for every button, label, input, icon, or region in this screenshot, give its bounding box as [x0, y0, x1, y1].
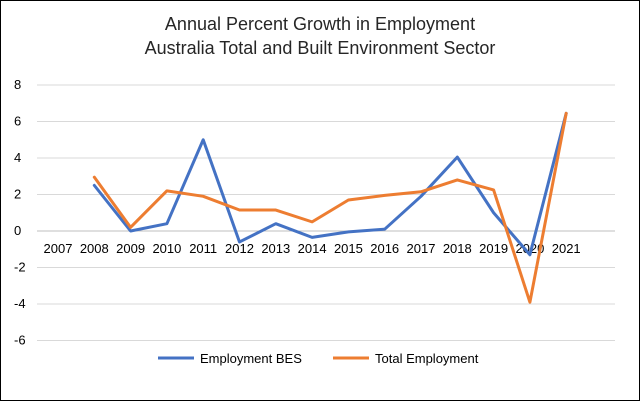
x-tick-label: 2019 — [479, 241, 508, 256]
y-tick-label: 8 — [14, 77, 21, 92]
y-tick-label: -4 — [14, 296, 26, 311]
legend: Employment BES Total Employment — [158, 351, 479, 366]
x-tick-label: 2016 — [370, 241, 399, 256]
y-tick-label: 0 — [14, 223, 21, 238]
series-line-employment-bes — [92, 111, 568, 257]
x-tick-label: 2012 — [225, 241, 254, 256]
y-tick-label: 6 — [14, 114, 21, 129]
chart-title: Annual Percent Growth in Employment — [164, 14, 476, 34]
x-tick-label: 2014 — [298, 241, 327, 256]
x-tick-label: 2007 — [44, 241, 73, 256]
x-tick-label: 2017 — [407, 241, 436, 256]
x-tick-label: 2015 — [334, 241, 363, 256]
series-lines — [92, 111, 568, 304]
y-axis-ticks: -6 -4 -2 0 2 4 6 8 — [14, 77, 26, 348]
gridlines — [37, 84, 615, 341]
chart-subtitle: Australia Total and Built Environment Se… — [144, 38, 496, 58]
y-tick-label: -2 — [14, 260, 26, 275]
series-line-total-employment — [92, 111, 568, 304]
y-tick-label: -6 — [14, 333, 26, 348]
x-axis-ticks: 2007 2008 2009 2010 2011 2012 2013 2014 2015 2016… — [44, 241, 581, 256]
y-tick-label: 2 — [14, 187, 21, 202]
x-tick-label: 2011 — [189, 241, 217, 256]
y-tick-label: 4 — [14, 150, 21, 165]
x-tick-label: 2010 — [152, 241, 181, 256]
x-tick-label: 2013 — [261, 241, 290, 256]
x-tick-label: 2021 — [552, 241, 581, 256]
legend-label-employment-bes: Employment BES — [200, 351, 302, 366]
x-tick-label: 2008 — [80, 241, 109, 256]
x-tick-label: 2018 — [443, 241, 472, 256]
x-tick-label: 2009 — [116, 241, 145, 256]
legend-label-total-employment: Total Employment — [375, 351, 479, 366]
